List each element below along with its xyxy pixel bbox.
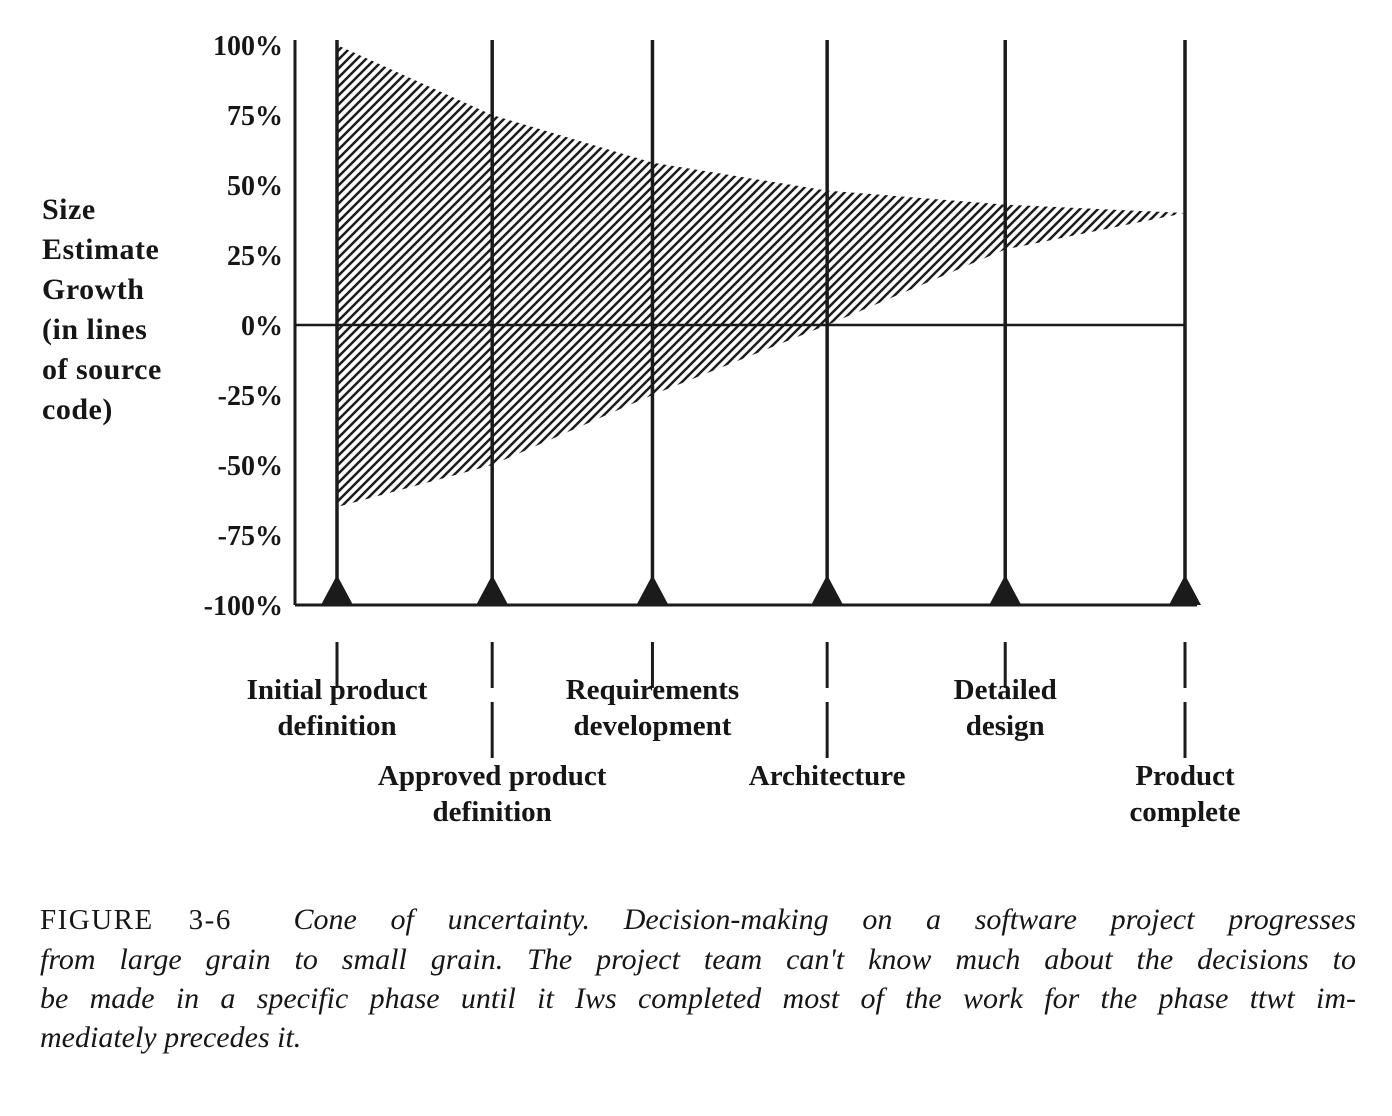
milestone-marker-triangle xyxy=(989,575,1022,605)
phase-label: Detailed design xyxy=(953,674,1057,742)
y-axis-title-line: (in lines xyxy=(42,313,148,346)
caption-line-4: mediately precedes it. xyxy=(40,1021,302,1054)
caption-line-1: FIGURE 3-6 Cone of uncertainty. Decision… xyxy=(40,900,1356,940)
y-tick-label: -100% xyxy=(204,591,283,622)
y-tick-label: 75% xyxy=(227,101,283,132)
milestone-marker-triangle xyxy=(636,575,669,605)
figure-caption: FIGURE 3-6 Cone of uncertainty. Decision… xyxy=(40,900,1356,1057)
milestone-marker-triangle xyxy=(476,575,509,605)
y-tick-label: 50% xyxy=(227,171,283,202)
phase-label: Approved product definition xyxy=(377,760,607,828)
y-axis-title: Size Estimate Growth (in lines of source code… xyxy=(42,190,162,430)
figure-number: FIGURE 3-6 xyxy=(40,904,232,936)
y-tick-label: -75% xyxy=(218,521,283,552)
caption-line-2: from large grain to small grain. The pro… xyxy=(40,943,1356,976)
y-tick-label: -50% xyxy=(218,451,283,482)
milestone-marker-triangle xyxy=(321,575,353,605)
y-axis-title-line: of source xyxy=(42,353,162,386)
caption-text: Cone of uncertainty. Decision-making on … xyxy=(293,903,1357,936)
y-tick-label: -25% xyxy=(218,381,283,412)
phase-label: Product complete xyxy=(1129,760,1241,828)
cone-of-uncertainty-plot: 100% 75% 50% 25% 0% -25% -50% -75% -100% xyxy=(204,31,1201,758)
phase-label: Initial product definition xyxy=(246,674,428,742)
caption-line-3: be made in a specific phase until it Iws… xyxy=(40,982,1356,1015)
phase-label: Architecture xyxy=(748,760,906,792)
milestone-marker-triangle xyxy=(1169,575,1201,605)
y-axis-title-line: code) xyxy=(42,393,113,426)
y-tick-label: 25% xyxy=(227,241,283,272)
phase-label: Requirements development xyxy=(565,674,740,742)
y-axis-title-line: Size xyxy=(42,193,96,226)
y-axis-title-line: Estimate xyxy=(42,233,160,266)
uncertainty-cone xyxy=(337,45,1185,507)
y-axis-title-line: Growth xyxy=(42,273,145,306)
y-tick-label: 100% xyxy=(213,31,283,62)
milestone-marker-triangle xyxy=(811,575,844,605)
y-tick-label: 0% xyxy=(241,311,283,342)
